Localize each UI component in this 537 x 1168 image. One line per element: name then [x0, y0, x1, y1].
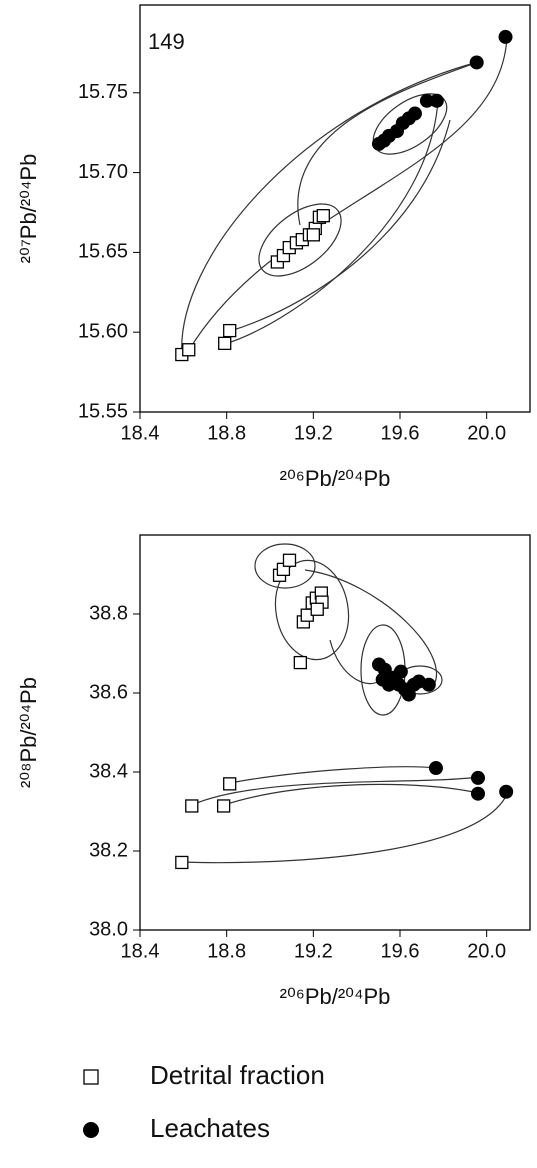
- point: [429, 93, 444, 108]
- point: [293, 655, 307, 670]
- legend-label: Detrital fraction: [150, 1060, 325, 1090]
- point: [223, 777, 237, 791]
- point: [421, 677, 436, 692]
- x-tick-label: 18.4: [121, 940, 160, 962]
- x-axis-title: ²⁰⁶Pb/²⁰⁴Pb: [280, 984, 391, 1009]
- y-tick-label: 38.6: [89, 681, 128, 703]
- x-tick-label: 20.0: [467, 940, 506, 962]
- y-axis-title: ²⁰⁷Pb/²⁰⁴Pb: [16, 154, 41, 264]
- point: [316, 209, 330, 223]
- y-tick-label: 38.2: [89, 839, 128, 861]
- point: [471, 786, 485, 801]
- point: [393, 664, 408, 679]
- outline-curves: [181, 36, 509, 864]
- point: [282, 553, 297, 567]
- y-tick-label: 15.55: [78, 400, 128, 422]
- point: [306, 228, 320, 242]
- plot-frame: [139, 4, 531, 413]
- y-tick-label: 15.75: [78, 81, 128, 103]
- x-tick-label: 19.2: [294, 940, 333, 962]
- point: [469, 55, 484, 70]
- point: [419, 93, 434, 108]
- point: [223, 323, 237, 338]
- x-tick-label: 20.0: [467, 422, 506, 444]
- panel-label: 149: [148, 29, 185, 54]
- point: [216, 799, 231, 813]
- x-tick-label: 18.8: [207, 422, 246, 444]
- y-tick-label: 38.4: [89, 760, 128, 782]
- y-tick-label: 38.0: [89, 918, 128, 940]
- y-tick-label: 15.70: [78, 161, 128, 183]
- legend-marker: [83, 1069, 99, 1085]
- point: [471, 770, 485, 785]
- y-tick-label: 15.60: [78, 320, 128, 342]
- y-tick-label: 15.65: [78, 241, 128, 263]
- x-axis-title: ²⁰⁶Pb/²⁰⁴Pb: [280, 466, 391, 491]
- x-tick-label: 18.8: [207, 940, 246, 962]
- point: [407, 106, 422, 121]
- legend-marker: [83, 1122, 99, 1138]
- point: [175, 855, 189, 870]
- x-tick-label: 19.2: [294, 422, 333, 444]
- y-axis-title: ²⁰⁸Pb/²⁰⁴Pb: [16, 677, 41, 788]
- y-tick-label: 38.8: [89, 602, 128, 624]
- point: [499, 784, 514, 799]
- plot-frame: [139, 534, 531, 931]
- x-tick-label: 18.4: [121, 422, 160, 444]
- point: [498, 29, 513, 44]
- point: [185, 799, 199, 813]
- point: [428, 761, 443, 776]
- x-tick-label: 19.6: [381, 940, 420, 962]
- point: [218, 336, 232, 351]
- legend-label: Leachates: [150, 1113, 270, 1143]
- x-tick-label: 19.6: [381, 422, 420, 444]
- point: [182, 343, 196, 357]
- point: [310, 602, 324, 616]
